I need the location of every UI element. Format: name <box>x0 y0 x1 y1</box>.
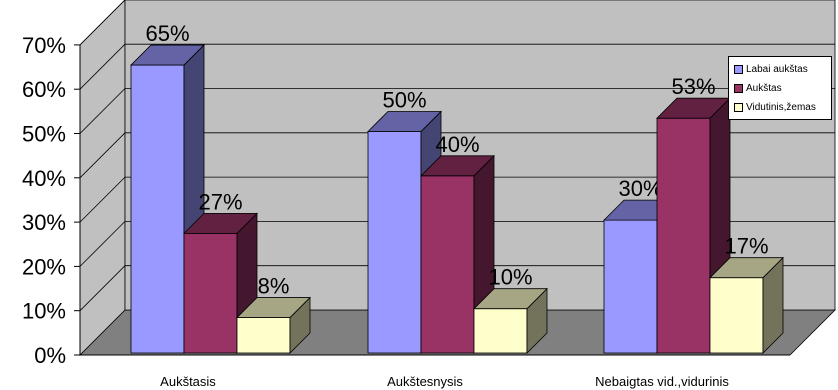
bar-front-series-labai-aukstas-aukstesnysis <box>367 131 422 354</box>
y-tick-label: 50% <box>22 122 66 147</box>
data-label-series-aukstas-aukstasis: 27% <box>198 189 242 214</box>
gridline <box>79 220 835 267</box>
y-tick-label: 70% <box>22 33 66 58</box>
bar-top-series-vidutinis-zemas-aukstesnysis <box>473 288 548 310</box>
legend-item-labai-aukstas: Labai aukštas <box>734 60 831 79</box>
bar-front-series-aukstas-nebaigtas <box>656 117 711 354</box>
legend-swatch-vidutinis-zemas <box>734 103 743 112</box>
gridline <box>79 176 835 223</box>
bar-top-series-labai-aukstas-aukstesnysis <box>367 111 442 132</box>
y-tick-label: 20% <box>22 254 66 279</box>
bar-front-series-vidutinis-zemas-nebaigtas <box>709 277 764 354</box>
data-label-series-labai-aukstas-aukstesnysis: 50% <box>382 88 426 113</box>
chart-side-wall <box>79 0 126 356</box>
gridline <box>79 0 835 46</box>
legend-label-aukstas: Aukštas <box>746 83 782 94</box>
gridline <box>79 88 835 134</box>
legend: Labai aukštas Aukštas Vidutinis,žemas <box>728 56 832 120</box>
y-tick-label: 10% <box>22 299 66 324</box>
y-tick-label: 40% <box>22 166 66 191</box>
y-tick-label: 30% <box>22 210 66 235</box>
y-tick-label: 0% <box>34 343 66 368</box>
data-label-series-vidutinis-zemas-aukstesnysis: 10% <box>488 265 532 290</box>
y-tick-label: 60% <box>22 77 66 102</box>
data-label-series-aukstas-nebaigtas: 53% <box>671 74 715 99</box>
data-label-series-aukstas-aukstesnysis: 40% <box>435 132 479 157</box>
data-label-series-labai-aukstas-aukstasis: 65% <box>145 21 189 46</box>
bar-front-series-aukstas-aukstesnysis <box>420 175 475 354</box>
gridline <box>79 132 835 179</box>
bar-top-series-labai-aukstas-aukstasis <box>130 44 205 66</box>
x-category-label-nebaigtas: Nebaigtas vid.,vidurinis <box>595 374 729 389</box>
bar-front-series-vidutinis-zemas-aukstesnysis <box>473 308 528 354</box>
bar-top-series-vidutinis-zemas-nebaigtas <box>709 257 784 279</box>
bar-top-series-aukstas-aukstesnysis <box>420 155 495 177</box>
bar-front-series-labai-aukstas-nebaigtas <box>603 219 658 354</box>
bar-front-series-aukstas-aukstasis <box>183 232 238 354</box>
legend-item-aukstas: Aukštas <box>734 79 831 98</box>
legend-label-labai-aukstas: Labai aukštas <box>746 64 808 75</box>
legend-item-vidutinis-zemas: Vidutinis,žemas <box>734 98 831 117</box>
bar-top-series-aukstas-aukstasis <box>183 212 258 234</box>
bar-top-series-vidutinis-zemas-aukstasis <box>236 297 311 318</box>
legend-label-vidutinis-zemas: Vidutinis,žemas <box>746 102 816 113</box>
bar-front-series-vidutinis-zemas-aukstasis <box>236 317 291 354</box>
x-category-label-aukstesnysis: Aukštesnysis <box>387 374 463 389</box>
gridline <box>79 43 835 90</box>
x-category-label-aukstasis: Aukštasis <box>160 374 216 389</box>
legend-swatch-labai-aukstas <box>734 65 743 74</box>
data-label-series-vidutinis-zemas-nebaigtas: 17% <box>724 234 768 259</box>
data-label-series-labai-aukstas-nebaigtas: 30% <box>618 176 662 201</box>
legend-swatch-aukstas <box>734 84 743 93</box>
gridline <box>79 265 835 311</box>
bar-front-series-labai-aukstas-aukstasis <box>130 64 185 354</box>
data-label-series-vidutinis-zemas-aukstasis: 8% <box>258 274 290 299</box>
